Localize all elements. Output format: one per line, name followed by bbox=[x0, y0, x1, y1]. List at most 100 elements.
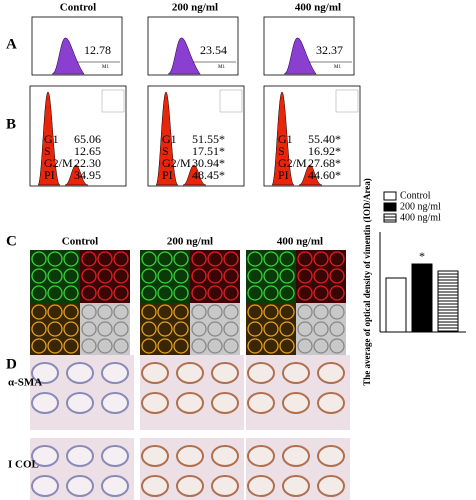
cell-outline bbox=[297, 268, 313, 284]
cell-outline bbox=[47, 251, 63, 267]
tissue bbox=[282, 445, 310, 467]
g2-peak bbox=[64, 164, 89, 186]
cell-outline bbox=[63, 338, 79, 354]
bar bbox=[385, 277, 407, 333]
bar bbox=[411, 263, 433, 333]
stat-value: 44.60* bbox=[308, 168, 341, 182]
cell-outline bbox=[157, 304, 173, 320]
cell-outline bbox=[223, 268, 239, 284]
cell-outline bbox=[297, 321, 313, 337]
cell-outline bbox=[31, 251, 47, 267]
tissue bbox=[66, 362, 94, 384]
percent-value: 23.54 bbox=[200, 43, 227, 57]
cell-outline bbox=[113, 304, 129, 320]
column-header: 200 ng/ml bbox=[172, 2, 218, 14]
cell-outline bbox=[141, 304, 157, 320]
micrograph bbox=[140, 303, 190, 356]
legend-label: 200 ng/ml bbox=[400, 201, 441, 212]
cell-outline bbox=[191, 251, 207, 267]
content: Control 200 ng/ml 400 ng/mlABCDM112.78M123… bbox=[6, 2, 466, 500]
g1-peak bbox=[271, 91, 295, 186]
cell-outline bbox=[297, 285, 313, 301]
tissue bbox=[31, 475, 59, 497]
cell-outline bbox=[81, 285, 97, 301]
cell-outline bbox=[81, 304, 97, 320]
tissue bbox=[211, 362, 239, 384]
cell-outline bbox=[191, 285, 207, 301]
cell-outline bbox=[173, 268, 189, 284]
cell-outline bbox=[247, 338, 263, 354]
cell-outline bbox=[247, 268, 263, 284]
tissue bbox=[101, 392, 129, 414]
cell-outline bbox=[223, 321, 239, 337]
tissue bbox=[101, 362, 129, 384]
column-header: 200 ng/ml bbox=[167, 236, 213, 248]
cell-outline bbox=[97, 338, 113, 354]
cell-outline bbox=[47, 304, 63, 320]
cell-outline bbox=[207, 321, 223, 337]
cell-outline bbox=[247, 285, 263, 301]
gate-label: M1 bbox=[334, 65, 341, 70]
cell-outline bbox=[113, 285, 129, 301]
histogram-peak bbox=[283, 37, 317, 75]
tissue bbox=[317, 392, 345, 414]
cell-outline bbox=[191, 321, 207, 337]
stat-value: 55.40* bbox=[308, 132, 341, 146]
column-header: Control bbox=[60, 2, 96, 14]
tissue bbox=[247, 475, 275, 497]
stat-label: PI bbox=[44, 168, 55, 182]
tissue bbox=[141, 475, 169, 497]
stat-label: PI bbox=[278, 168, 289, 182]
stat-value: 51.55* bbox=[192, 132, 225, 146]
cell-outline bbox=[97, 285, 113, 301]
legend-label: 400 ng/ml bbox=[400, 212, 441, 223]
significance: * bbox=[419, 249, 425, 263]
micrograph bbox=[246, 250, 296, 303]
cell-outline bbox=[313, 338, 329, 354]
cell-outline bbox=[247, 251, 263, 267]
cell-outline bbox=[207, 304, 223, 320]
cell-outline bbox=[31, 338, 47, 354]
legend-swatch bbox=[383, 213, 397, 223]
cell-outline bbox=[223, 285, 239, 301]
cell-outline bbox=[63, 321, 79, 337]
stat-value: 34.95 bbox=[74, 168, 101, 182]
tissue bbox=[101, 445, 129, 467]
cell-outline bbox=[97, 251, 113, 267]
g1-peak bbox=[37, 91, 61, 186]
stat-value: 65.06 bbox=[74, 132, 101, 146]
stat-value: 27.68* bbox=[308, 156, 341, 170]
bar bbox=[437, 270, 459, 333]
cell-outline bbox=[31, 285, 47, 301]
panel-label: A bbox=[6, 36, 17, 52]
cell-outline bbox=[313, 304, 329, 320]
percent-value: 32.37 bbox=[316, 43, 343, 57]
cell-outline bbox=[263, 338, 279, 354]
tissue bbox=[317, 475, 345, 497]
cell-outline bbox=[31, 268, 47, 284]
cell-outline bbox=[263, 268, 279, 284]
cell-outline bbox=[191, 268, 207, 284]
tissue bbox=[176, 362, 204, 384]
cell-outline bbox=[313, 285, 329, 301]
stat-label: G1 bbox=[162, 132, 177, 146]
cell-outline bbox=[263, 285, 279, 301]
cell-outline bbox=[63, 268, 79, 284]
cell-outline bbox=[329, 268, 345, 284]
cell-outline bbox=[157, 251, 173, 267]
stat-value: 48.45* bbox=[192, 168, 225, 182]
cell-outline bbox=[141, 321, 157, 337]
tissue bbox=[66, 392, 94, 414]
stat-value: 22.30 bbox=[74, 156, 101, 170]
legend-box bbox=[335, 89, 359, 113]
g2-peak bbox=[182, 164, 207, 186]
tissue bbox=[101, 475, 129, 497]
tissue bbox=[211, 392, 239, 414]
cell-outline bbox=[223, 338, 239, 354]
tissue bbox=[211, 475, 239, 497]
cell-outline bbox=[81, 268, 97, 284]
legend-label: Control bbox=[400, 190, 431, 201]
cell-outline bbox=[113, 251, 129, 267]
micrograph bbox=[190, 303, 240, 356]
cell-outline bbox=[141, 285, 157, 301]
